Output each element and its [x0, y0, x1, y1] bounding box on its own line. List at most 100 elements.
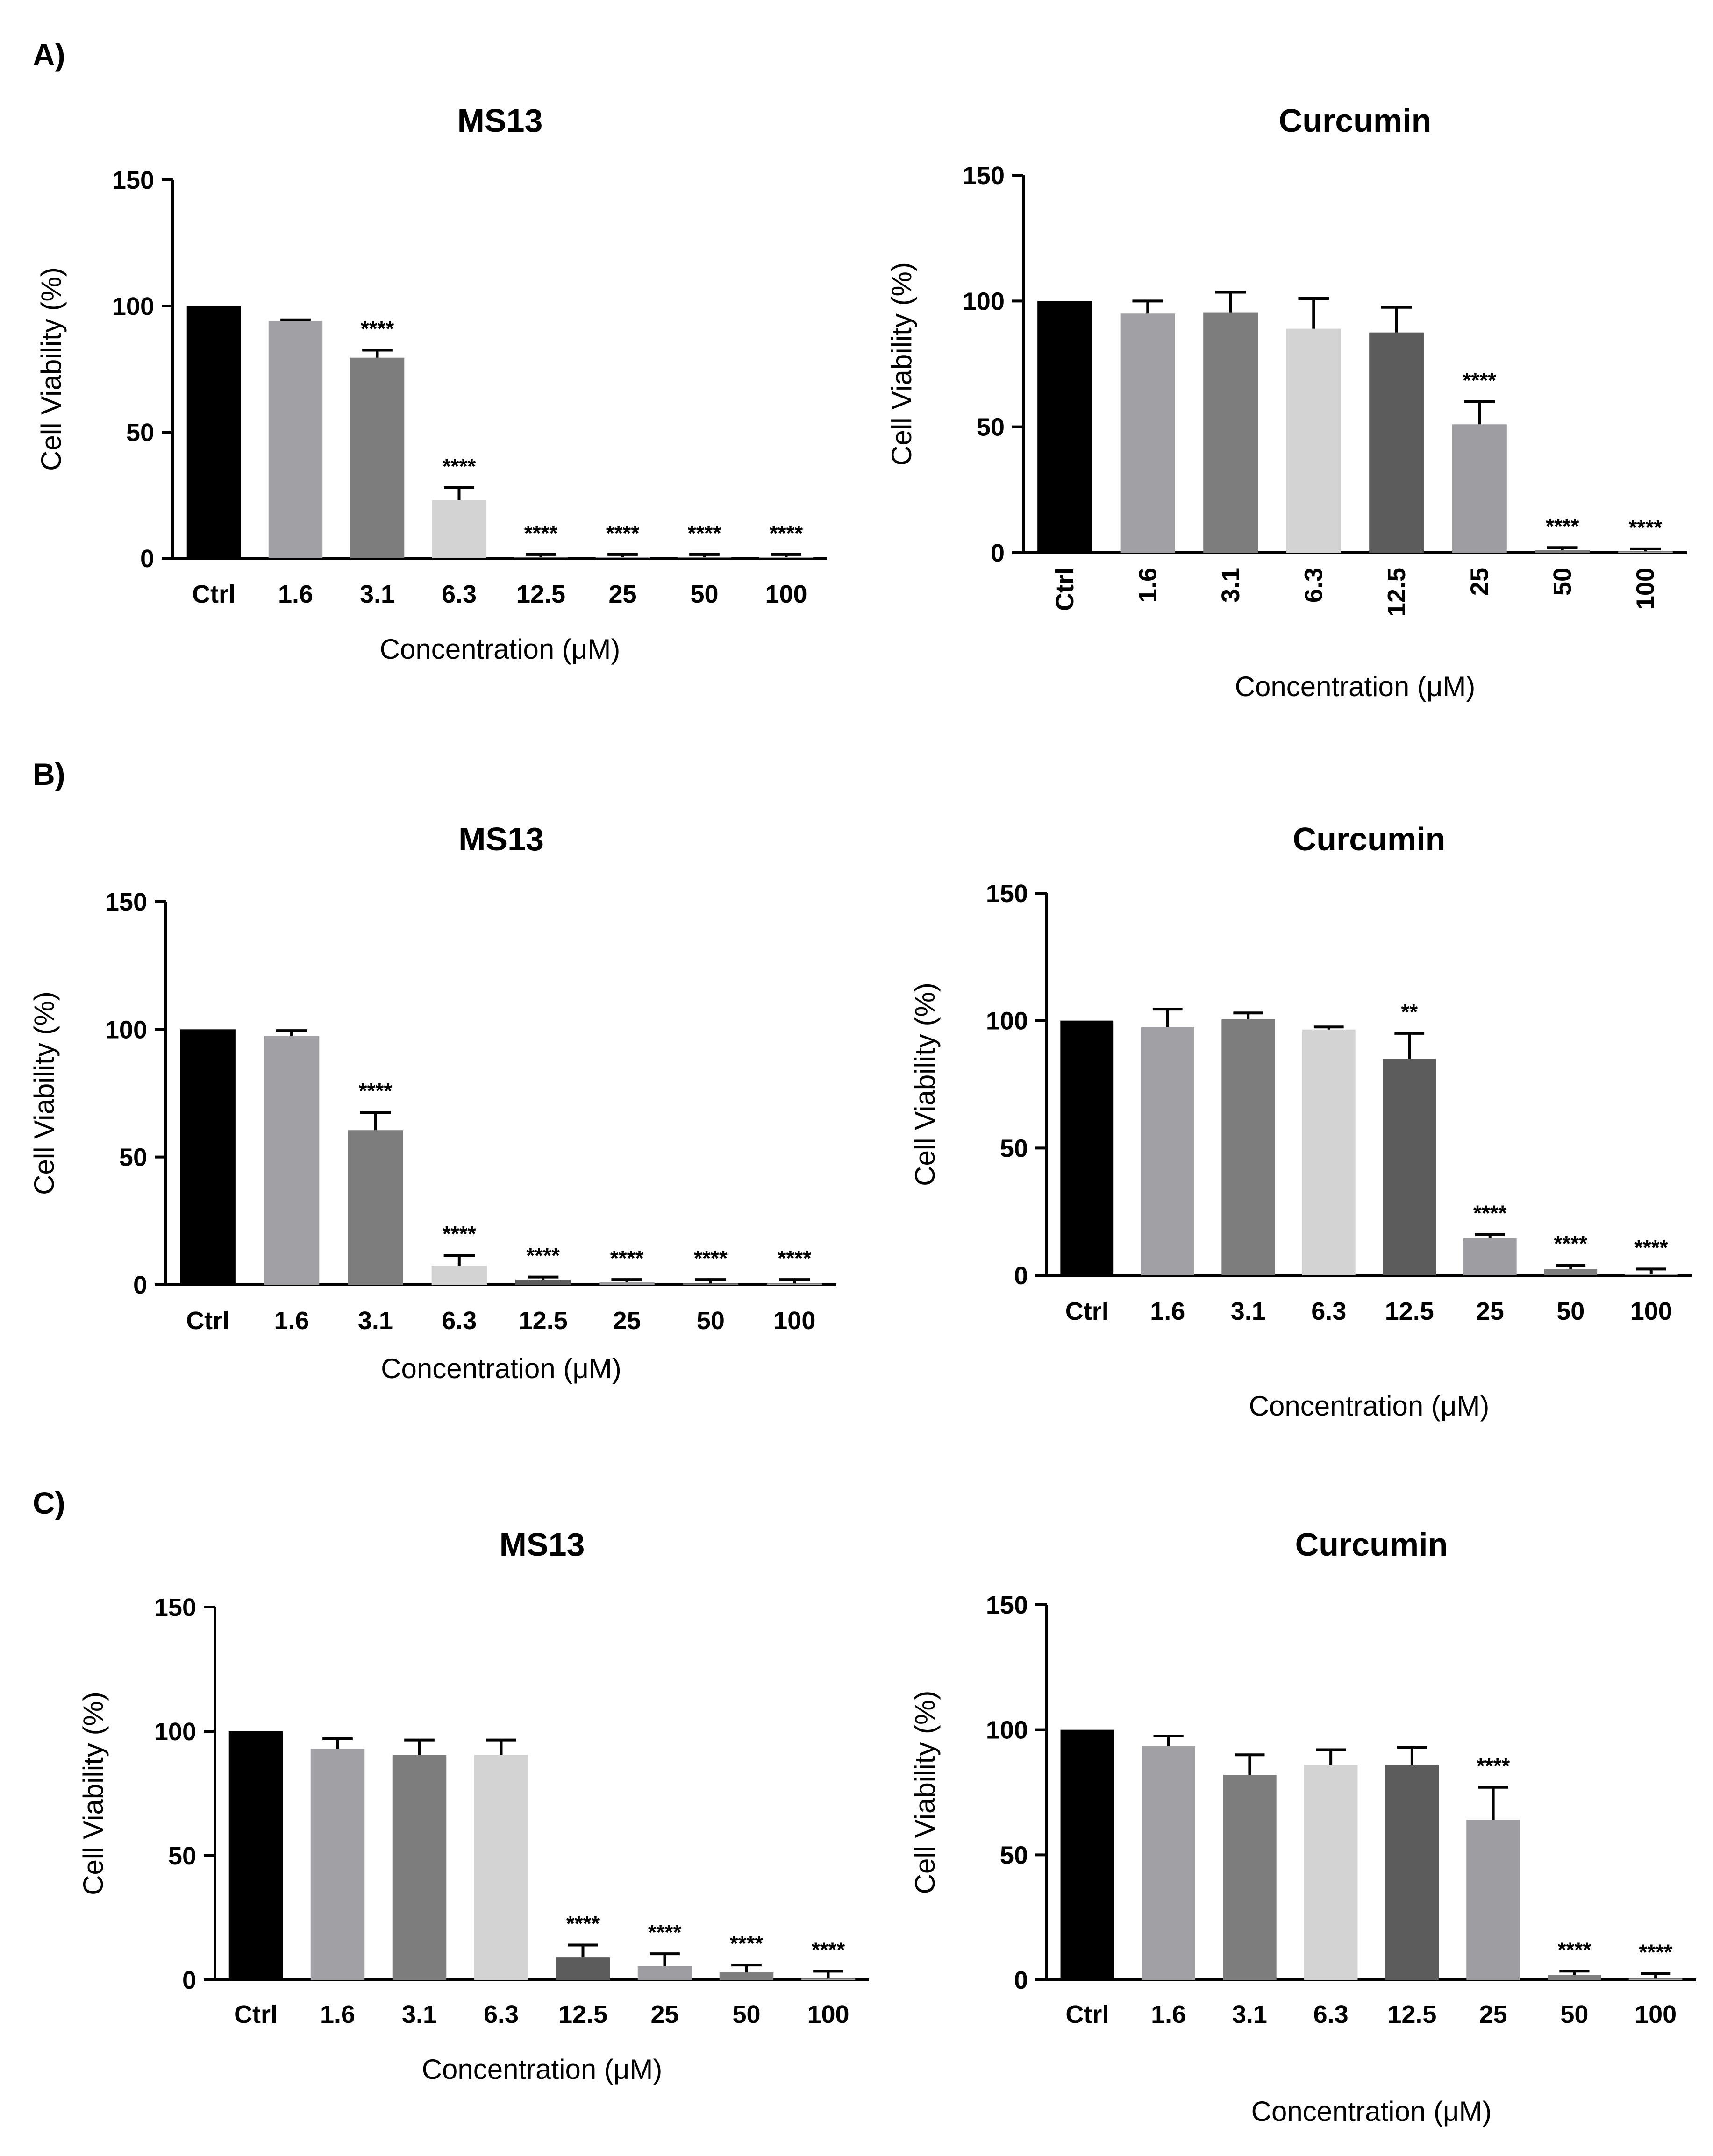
x-tick-label: Ctrl	[192, 580, 236, 608]
y-tick-label: 100	[986, 1007, 1028, 1035]
error-bar	[444, 486, 474, 500]
error-bar	[1641, 1972, 1671, 1979]
x-tick-label: Ctrl	[1065, 2000, 1109, 2028]
bar-100	[1618, 551, 1673, 553]
significance-label: ****	[566, 1912, 600, 1936]
panel-letter: B)	[33, 757, 65, 791]
bar-25	[637, 1966, 692, 1980]
chart-title: Curcumin	[1279, 102, 1432, 139]
x-tick-label: 25	[1476, 1297, 1504, 1325]
x-tick-label: 50	[1549, 568, 1577, 596]
x-tick-label: 1.6	[1150, 1297, 1185, 1325]
error-bar	[1397, 1746, 1427, 1765]
significance-label: ****	[443, 1222, 476, 1246]
y-tick-label: 0	[1014, 1966, 1028, 1994]
significance-label: ****	[1639, 1940, 1672, 1964]
bar-25	[1463, 1238, 1517, 1275]
significance-label: ****	[443, 454, 476, 478]
error-bar	[1316, 1748, 1346, 1765]
error-bar	[486, 1738, 516, 1755]
x-tick-label: 1.6	[320, 2000, 355, 2028]
x-tick-label: 100	[1631, 568, 1659, 610]
bar-6.3	[474, 1755, 528, 1980]
y-tick-label: 150	[154, 1594, 196, 1622]
bar-6.3	[431, 1266, 487, 1285]
error-bar	[813, 1970, 843, 1979]
x-tick-label: Ctrl	[1051, 568, 1079, 611]
y-tick-label: 150	[105, 888, 147, 916]
bar-50	[683, 1283, 739, 1285]
bar-6.3	[1286, 328, 1341, 553]
x-tick-label: 1.6	[274, 1307, 309, 1335]
y-tick-label: 50	[119, 1144, 147, 1172]
error-bar	[1235, 1753, 1265, 1775]
x-tick-label: 6.3	[1313, 2000, 1349, 2028]
bar-3.1	[348, 1130, 403, 1285]
bar-3.1	[1223, 1775, 1277, 1980]
chart-title: MS13	[457, 102, 543, 139]
x-tick-label: 50	[1556, 1297, 1585, 1325]
error-bar	[1298, 297, 1329, 329]
panel-b: B) MS13 0 50 100 150 Cell Viability (%) Ctrl 1.6…	[29, 757, 1692, 1422]
x-tick-label: 3.1	[1231, 1297, 1266, 1325]
bar-1.6	[1120, 313, 1175, 553]
significance-label: ****	[688, 521, 721, 545]
x-axis-label: Concentration (μM)	[1235, 671, 1476, 702]
bar-ctrl	[186, 306, 241, 558]
significance-label: ****	[359, 1079, 393, 1103]
bar-chart-curcumin: Curcumin 0 50 100 150 Cell Viability (%) Ctrl 1…	[909, 821, 1692, 1422]
error-bar	[695, 1278, 727, 1284]
bar-3.1	[392, 1755, 447, 1980]
bar-100	[759, 557, 814, 558]
bar-1.6	[268, 321, 323, 558]
x-tick-label: 6.3	[442, 1307, 477, 1335]
error-bar	[1630, 547, 1661, 552]
y-tick-label: 100	[963, 287, 1005, 315]
significance-label: ****	[1473, 1201, 1507, 1225]
x-tick-label: 25	[608, 580, 636, 608]
error-bar	[1547, 546, 1578, 550]
x-tick-label: 6.3	[1311, 1297, 1346, 1325]
error-bar	[1636, 1267, 1666, 1274]
y-tick-label: 150	[986, 880, 1028, 908]
x-tick-label: 3.1	[358, 1307, 393, 1335]
bar-ctrl	[180, 1029, 236, 1285]
chart-title: MS13	[458, 821, 544, 857]
y-axis-label: Cell Viability (%)	[909, 982, 941, 1186]
error-bar	[404, 1738, 435, 1755]
bar-12.5	[1385, 1765, 1439, 1980]
bar-100	[801, 1978, 856, 1980]
significance-label: ****	[1634, 1235, 1668, 1259]
x-tick-label: 50	[1560, 2000, 1588, 2028]
x-tick-label: 50	[690, 580, 718, 608]
bar-1.6	[264, 1036, 320, 1285]
error-bar	[689, 553, 720, 557]
x-tick-label: 50	[697, 1307, 725, 1335]
error-bar	[1464, 400, 1495, 425]
y-tick-label: 100	[105, 1016, 147, 1044]
x-axis-label: Concentration (μM)	[381, 1353, 621, 1384]
bar-50	[1548, 1975, 1601, 1980]
x-tick-label: 12.5	[1385, 1297, 1434, 1325]
chart-title: Curcumin	[1293, 821, 1446, 857]
error-bar	[280, 318, 311, 321]
bar-100	[1624, 1274, 1678, 1275]
bar-ctrl	[1060, 1020, 1114, 1275]
y-tick-label: 50	[168, 1842, 196, 1870]
x-tick-label: 25	[613, 1307, 641, 1335]
bar-25	[1452, 424, 1507, 553]
bar-3.1	[350, 357, 405, 558]
y-tick-label: 100	[154, 1718, 196, 1746]
x-tick-label: 50	[732, 2000, 760, 2028]
significance-label: ****	[1463, 368, 1496, 392]
error-bar	[611, 1278, 642, 1282]
bar-3.1	[1203, 312, 1258, 553]
bar-6.3	[1302, 1029, 1356, 1275]
bar-12.5	[514, 557, 568, 558]
x-tick-label: 3.1	[1217, 568, 1245, 603]
error-bar	[1313, 1025, 1344, 1030]
y-tick-label: 150	[963, 162, 1005, 190]
error-bar	[1381, 306, 1412, 333]
bar-chart-curcumin: Curcumin 0 50 100 150 Cell Viability (%) Ctrl 1…	[909, 1526, 1696, 2127]
